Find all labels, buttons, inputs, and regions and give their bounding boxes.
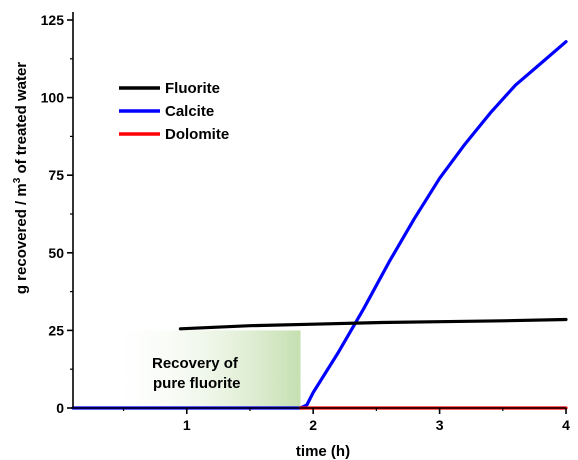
legend-label-fluorite: Fluorite [165,80,220,97]
series-line-calcite [71,40,568,410]
legend-label-dolomite: Dolomite [165,126,229,143]
annotation-line-1: Recovery of [152,355,239,372]
series-line-fluorite [178,317,568,331]
x-tick-label: 4 [562,417,570,433]
annotation-line-2: pure fluorite [153,375,241,392]
y-tick-label: 0 [56,400,64,416]
legend: Fluorite Calcite Dolomite [119,80,229,143]
annotation-shade [104,330,301,408]
y-axis-title-part1: g recovered / m [13,183,30,294]
x-axis-title: time (h) [296,443,350,460]
x-tick-label: 2 [309,417,317,433]
y-axis-title-superscript: 3 [12,177,23,183]
x-tick-label: 1 [183,417,191,433]
y-tick-label: 75 [48,167,64,183]
y-tick-label: 100 [41,90,65,106]
y-axis-title: g recovered / m3 of treated water [12,62,30,294]
y-tick-label: 125 [41,12,65,28]
legend-label-calcite: Calcite [165,103,214,120]
x-tick-label: 3 [436,417,444,433]
y-axis-title-part2: of treated water [13,62,30,178]
y-tick-label: 50 [48,245,64,261]
axes: 1 2 3 4 0 25 50 75 100 125 [41,12,570,433]
annotation-region [104,330,301,408]
annotation-label: Recovery of pure fluorite [152,355,241,392]
y-tick-label: 25 [48,322,64,338]
